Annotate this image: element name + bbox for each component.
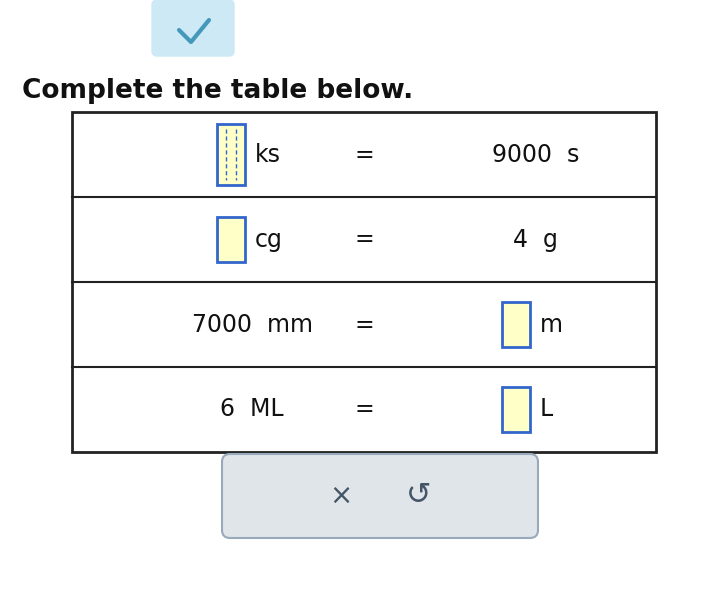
Text: ×: × xyxy=(329,482,353,510)
Bar xyxy=(217,124,245,185)
Text: =: = xyxy=(354,398,374,422)
Text: 4  g: 4 g xyxy=(513,228,558,252)
Text: ks: ks xyxy=(255,143,281,166)
FancyBboxPatch shape xyxy=(222,454,538,538)
Bar xyxy=(217,217,245,261)
Bar xyxy=(502,387,530,431)
Text: cg: cg xyxy=(255,228,283,252)
FancyBboxPatch shape xyxy=(152,0,234,56)
Bar xyxy=(502,302,530,346)
Text: Complete the table below.: Complete the table below. xyxy=(22,78,413,104)
Text: ↺: ↺ xyxy=(406,482,432,510)
Text: 6  ML: 6 ML xyxy=(220,398,283,422)
Text: 7000  mm: 7000 mm xyxy=(191,313,313,337)
Text: =: = xyxy=(354,143,374,166)
Text: m: m xyxy=(540,313,563,337)
Text: =: = xyxy=(354,313,374,337)
Text: L: L xyxy=(540,398,553,422)
Bar xyxy=(72,112,656,452)
Text: =: = xyxy=(354,228,374,252)
Text: 9000  s: 9000 s xyxy=(492,143,580,166)
